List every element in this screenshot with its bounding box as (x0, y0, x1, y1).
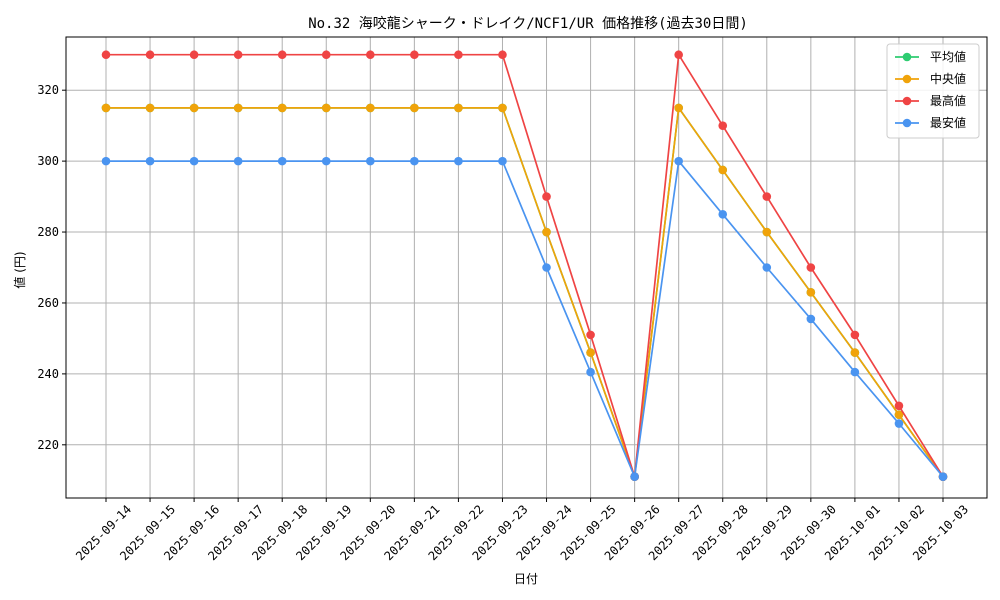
grid (66, 37, 987, 498)
series-4 (101, 156, 948, 482)
legend-item: 最高値 (895, 93, 966, 108)
data-point (366, 156, 375, 166)
data-point (850, 367, 860, 377)
data-point (498, 156, 507, 166)
data-point (101, 103, 111, 113)
y-tick-label: 280 (37, 225, 59, 239)
legend-swatch-marker (902, 74, 912, 84)
data-point (410, 156, 419, 166)
y-tick-label: 300 (37, 154, 59, 168)
data-point (454, 50, 463, 60)
data-point (101, 156, 111, 166)
plot-area-frame (65, 36, 988, 499)
data-point (762, 192, 772, 201)
series-group (101, 50, 948, 482)
data-point (454, 103, 463, 113)
legend-item: 平均値 (895, 49, 966, 64)
legend-label: 最高値 (930, 93, 966, 108)
data-point (850, 330, 860, 340)
y-tick-label: 320 (37, 83, 59, 97)
series-line (106, 107, 944, 478)
data-point (630, 472, 639, 482)
chart-title: No.32 海咬龍シャーク・ドレイク/NCF1/UR 価格推移(過去30日間) (308, 15, 748, 32)
data-point (366, 103, 375, 113)
data-point (145, 156, 155, 166)
y-axis-title: 値 (円) (12, 251, 27, 288)
data-point (850, 348, 860, 357)
legend-label: 中央値 (930, 71, 966, 86)
data-point (586, 330, 595, 340)
data-point (806, 288, 816, 297)
data-point (762, 227, 772, 237)
legend-label: 平均値 (930, 49, 966, 64)
data-point (894, 401, 904, 411)
legend-item: 最安値 (895, 115, 966, 130)
data-point (189, 50, 199, 60)
data-point (366, 50, 375, 60)
y-tick-label: 240 (37, 367, 59, 381)
data-point (189, 103, 199, 113)
data-point (674, 50, 683, 60)
series-line (106, 107, 944, 478)
series-2 (101, 103, 948, 482)
data-point (806, 314, 816, 324)
data-point (894, 410, 904, 419)
data-point (321, 156, 331, 166)
data-point (145, 103, 155, 113)
data-point (542, 263, 551, 272)
x-axis-title: 日付 (514, 572, 538, 586)
data-point (938, 472, 948, 482)
data-point (233, 50, 243, 60)
data-point (542, 192, 551, 201)
series-3 (101, 50, 948, 482)
data-point (498, 103, 507, 113)
series-line (106, 53, 944, 478)
x-axis-ticks: 2025-09-142025-09-152025-09-162025-09-17… (73, 498, 971, 563)
series-line (106, 160, 944, 478)
data-point (277, 103, 287, 113)
data-point (674, 103, 683, 113)
data-point (410, 103, 419, 113)
legend-swatch-marker (902, 96, 912, 106)
data-point (145, 50, 155, 60)
data-point (718, 165, 728, 175)
data-point (277, 156, 287, 166)
legend-item: 中央値 (895, 71, 966, 86)
data-point (498, 50, 507, 60)
series-1 (101, 103, 948, 482)
legend-swatch-marker (902, 52, 912, 62)
data-point (894, 419, 904, 428)
legend-swatch-marker (902, 118, 912, 128)
y-axis-ticks: 220 240 260 280 300 320 (37, 83, 66, 452)
y-tick-label: 260 (37, 296, 59, 310)
legend-label: 最安値 (930, 115, 966, 130)
data-point (321, 50, 331, 60)
data-point (806, 263, 816, 272)
data-point (718, 210, 728, 219)
data-point (233, 103, 243, 113)
y-tick-label: 220 (37, 438, 59, 452)
data-point (586, 348, 595, 357)
data-point (674, 156, 683, 166)
data-point (321, 103, 331, 113)
data-point (189, 156, 199, 166)
data-point (101, 50, 111, 60)
data-point (586, 367, 595, 377)
data-point (762, 263, 772, 272)
data-point (277, 50, 287, 60)
data-point (233, 156, 243, 166)
data-point (718, 121, 728, 130)
data-point (542, 227, 551, 237)
data-point (410, 50, 419, 60)
data-point (454, 156, 463, 166)
legend-box (886, 43, 980, 139)
